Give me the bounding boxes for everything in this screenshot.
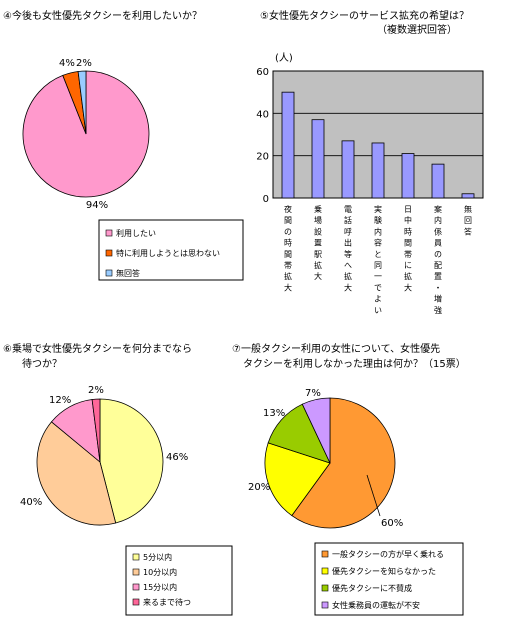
legend-entry: 優先タクシーを知らなかった (332, 566, 436, 576)
data-label: 20% (248, 482, 270, 493)
x-tick-label: 乗場設置駅拡大 (314, 204, 322, 281)
bar (461, 193, 475, 199)
pie-slice (91, 398, 101, 463)
data-label: 4% (59, 58, 75, 69)
data-label: 40% (20, 497, 42, 508)
pie-chart-reasons-not-used: ⑦一般タクシー利用の女性について、女性優先 タクシーを利用しなかった理由は何か？… (232, 342, 466, 616)
x-tick-label: 実験内容と同一でよい (374, 204, 382, 315)
bar (431, 163, 445, 199)
legend-entry: 女性乗務員の運転が不安 (332, 600, 420, 610)
chart-title-line-1: ⑦一般タクシー利用の女性について、女性優先 (232, 342, 440, 355)
bar (401, 153, 415, 199)
legend-box (98, 219, 244, 281)
chart-title-line-1: ⑥乗場で女性優先タクシーを何分までなら (3, 342, 192, 355)
chart-subtitle: （複数選択回答） (377, 23, 457, 36)
chart-title: ⑤女性優先タクシーのサービス拡充の希望は？ (260, 9, 469, 22)
leader-line (366, 474, 381, 517)
legend-entry: 15分以内 (143, 582, 177, 592)
x-tick-label: 案内係員の配置・増強 (434, 204, 442, 315)
legend-entry: 一般タクシーの方が早く乗れる (332, 549, 444, 559)
legend-entry: 特に利用しようとは思わない (116, 248, 220, 258)
legend-box (125, 545, 233, 616)
x-tick-label: 日中時間帯に拡大 (404, 205, 412, 292)
pie-slice (264, 442, 331, 517)
legend-swatch (321, 567, 329, 575)
legend-swatch (105, 229, 113, 237)
chart-title-line-2: 待つか？ (22, 357, 62, 370)
legend-entry: 10分以内 (143, 567, 177, 577)
data-label: 2% (76, 58, 92, 69)
legend-swatch (132, 568, 140, 576)
legend-entry: 5分以内 (143, 552, 172, 562)
x-tick-label: 無回答 (464, 204, 472, 236)
bar (341, 140, 355, 199)
legend-swatch (132, 598, 140, 606)
data-label: 2% (88, 385, 104, 396)
x-tick-label: 夜間の時間帯拡大 (284, 204, 292, 292)
pie-slice (301, 397, 331, 464)
y-axis-label: (人) (275, 52, 293, 64)
data-label: 46% (166, 452, 188, 463)
x-tick-label: 電話呼出等へ拡大 (344, 205, 352, 292)
y-tick-label: 20 (256, 152, 269, 163)
pie-chart-continue-use: ④今後も女性優先タクシーを利用したいか？ 94% 4% 2% 利用したい特に利用… (3, 9, 244, 281)
legend-box (314, 542, 464, 616)
chart-title-line-2: タクシーを利用しなかった理由は何か？（15票） (243, 357, 466, 370)
data-label: 7% (305, 388, 321, 399)
pie-slice (36, 421, 117, 526)
bar-chart-service-expansion: ⑤女性優先タクシーのサービス拡充の希望は？ （複数選択回答） (人) 0 20 40… (256, 9, 484, 315)
data-label: 12% (49, 395, 71, 406)
pie-slice (77, 70, 87, 135)
legend-swatch (321, 584, 329, 592)
legend-entry: 優先タクシーに不賛成 (332, 583, 412, 593)
y-tick-label: 0 (263, 194, 269, 205)
pie-chart-wait-time: ⑥乗場で女性優先タクシーを何分までなら 待つか？ 46% 40% 12% 2% … (3, 342, 233, 616)
y-tick-label: 60 (256, 67, 269, 78)
legend-swatch (105, 269, 113, 277)
legend-swatch (321, 550, 329, 558)
data-label: 13% (263, 408, 285, 419)
bar (371, 142, 385, 199)
legend-swatch (132, 583, 140, 591)
bar (311, 119, 325, 199)
legend-swatch (321, 601, 329, 609)
legend-entry: 来るまで待つ (143, 597, 191, 607)
legend-entry: 利用したい (116, 228, 156, 238)
legend-entry: 無回答 (116, 268, 140, 278)
data-label: 60% (381, 518, 403, 529)
pie-slice (291, 397, 396, 529)
bar (281, 91, 295, 199)
y-tick-label: 40 (256, 109, 269, 120)
chart-title: ④今後も女性優先タクシーを利用したいか？ (3, 9, 202, 22)
data-label: 94% (86, 200, 108, 211)
legend-swatch (132, 553, 140, 561)
legend-swatch (105, 249, 113, 257)
pie-slice (99, 398, 164, 524)
